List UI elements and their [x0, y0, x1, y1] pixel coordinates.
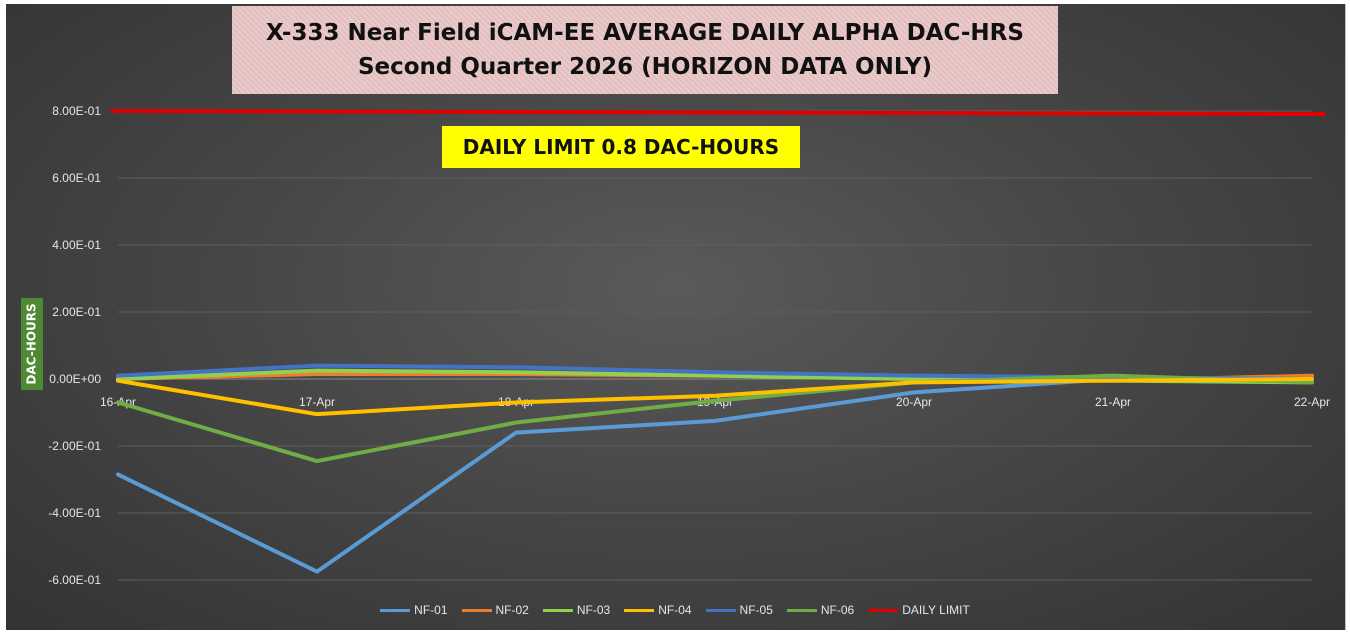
legend-label: NF-06: [820, 603, 855, 617]
y-tick-label: 6.00E-01: [52, 171, 101, 185]
legend-label: NF-02: [495, 603, 529, 617]
legend-item: DAILY LIMIT: [868, 603, 970, 617]
legend-item: NF-06: [786, 603, 855, 617]
gridlines: [118, 110, 1312, 581]
legend-label: NF-01: [414, 603, 448, 617]
y-tick-label: 0.00E+00: [49, 372, 101, 386]
legend-label: NF-04: [658, 603, 692, 617]
legend-label: DAILY LIMIT: [902, 603, 970, 617]
series-lines: [110, 109, 1326, 574]
x-tick-label: 20-Apr: [896, 395, 932, 409]
series-line-nf-04: [116, 377, 1314, 417]
chart-area: [6, 4, 1346, 630]
y-tick-labels: 8.00E-01 6.00E-01 4.00E-01 2.00E-01 0.00E+00…: [48, 104, 101, 587]
legend-item: NF-04: [624, 603, 692, 617]
chart-title-line-2: Second Quarter 2026 (HORIZON DATA ONLY): [357, 54, 933, 80]
x-tick-label: 22-Apr: [1294, 395, 1330, 409]
legend-swatch: [868, 608, 899, 612]
legend-item: NF-03: [542, 603, 611, 617]
legend-item: NF-01: [380, 603, 448, 617]
legend-swatch: [461, 608, 492, 612]
legend: NF-01 NF-02 NF-03 NF-04 NF-05 NF-06 DAILY LIMI…: [0, 600, 1350, 620]
x-tick-label: 21-Apr: [1095, 395, 1131, 409]
legend-swatch: [542, 608, 573, 612]
series-line-nf-06: [116, 373, 1314, 464]
chart-title-line-1: X-333 Near Field iCAM-EE AVERAGE DAILY A…: [266, 20, 1024, 46]
legend-swatch: [705, 608, 736, 612]
series-line-daily-limit: [110, 109, 1326, 116]
y-axis-label-box: DAC-HOURS: [21, 298, 43, 390]
legend-swatch: [624, 608, 655, 612]
legend-item: NF-02: [461, 603, 529, 617]
y-tick-label: -4.00E-01: [48, 506, 101, 520]
y-tick-label: 8.00E-01: [52, 104, 101, 118]
y-tick-label: 4.00E-01: [52, 238, 101, 252]
legend-label: NF-05: [739, 603, 773, 617]
legend-swatch: [380, 608, 411, 612]
chart-title: X-333 Near Field iCAM-EE AVERAGE DAILY A…: [232, 6, 1058, 94]
daily-limit-annotation: DAILY LIMIT 0.8 DAC-HOURS: [442, 126, 800, 168]
y-tick-label: -6.00E-01: [48, 573, 101, 587]
y-axis-label: DAC-HOURS: [25, 303, 39, 385]
legend-swatch: [786, 608, 817, 612]
legend-label: NF-03: [576, 603, 611, 617]
legend-item: NF-05: [705, 603, 773, 617]
y-tick-label: -2.00E-01: [48, 439, 101, 453]
x-tick-label: 17-Apr: [299, 395, 335, 409]
y-tick-label: 2.00E-01: [52, 305, 101, 319]
